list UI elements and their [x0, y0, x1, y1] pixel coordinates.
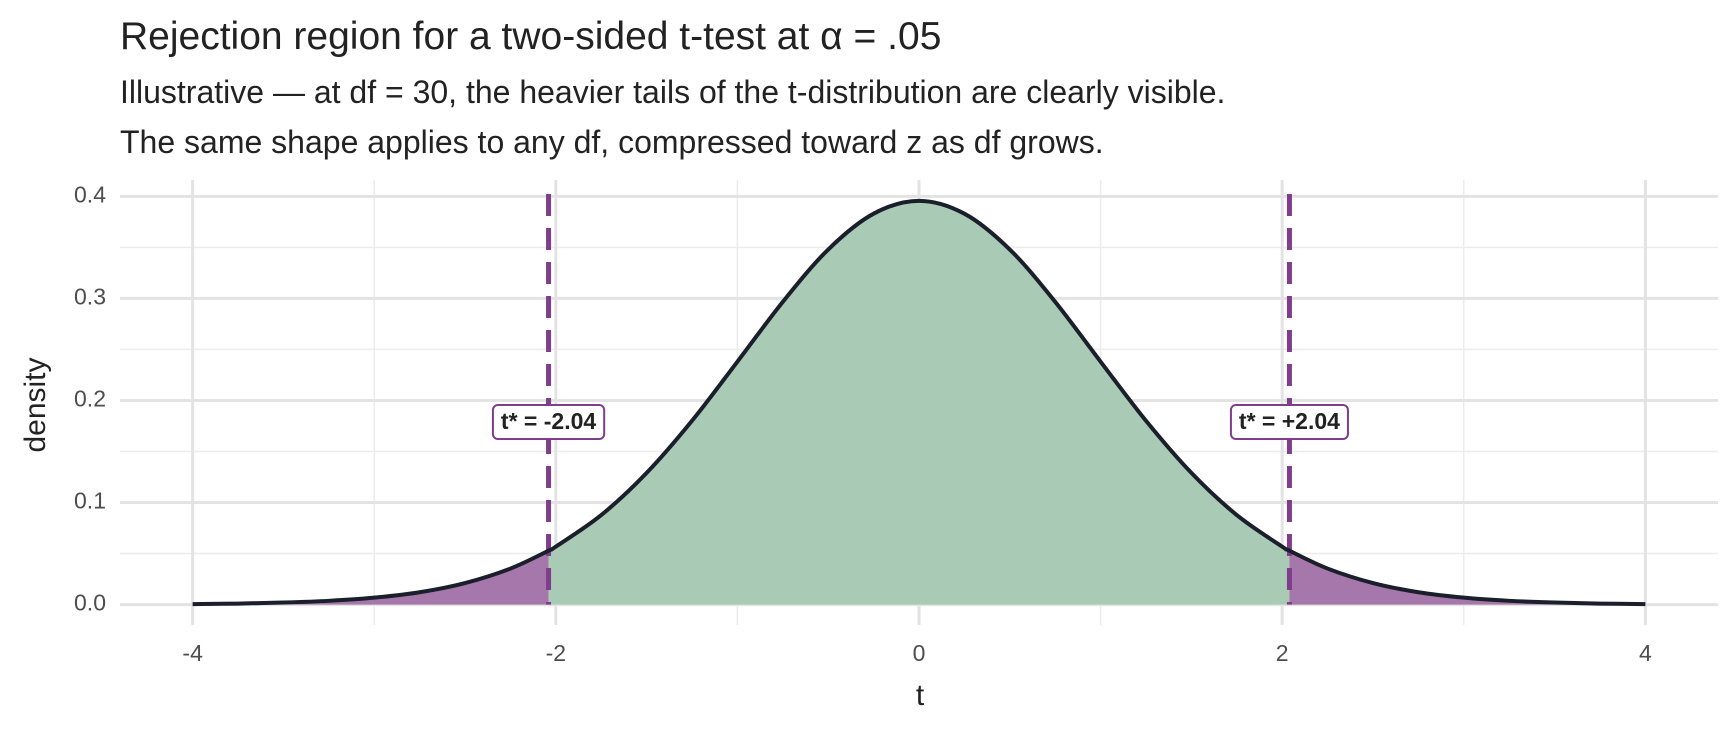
critical-label: t* = -2.04 — [491, 404, 606, 440]
x-tick-label: 4 — [1639, 640, 1652, 666]
rejection-area — [1289, 550, 1646, 605]
critical-label: t* = +2.04 — [1229, 404, 1349, 440]
x-tick-label: -4 — [182, 640, 203, 666]
critical-label-text: t* = -2.04 — [501, 408, 596, 434]
y-tick-label: 0.2 — [74, 386, 106, 412]
acceptance-area — [548, 200, 1290, 605]
label-box — [1229, 404, 1349, 440]
y-tick-label: 0.4 — [74, 181, 106, 207]
rejection-area — [192, 550, 549, 605]
chart-subtitle: Illustrative — at df = 30, the heavier t… — [120, 74, 1225, 110]
y-axis-title: density — [19, 357, 52, 452]
y-tick-label: 0.1 — [74, 488, 106, 514]
y-tick-label: 0.0 — [74, 590, 106, 616]
label-box — [491, 404, 606, 440]
density-curve — [192, 198, 1646, 607]
x-tick-label: -2 — [546, 640, 566, 666]
y-tick-label: 0.3 — [74, 283, 106, 309]
critical-label-text: t* = +2.04 — [1239, 408, 1340, 434]
x-axis-title: t — [916, 679, 925, 712]
x-tick-label: 2 — [1276, 640, 1289, 666]
chart-title: Rejection region for a two-sided t-test … — [120, 15, 941, 58]
x-tick-label: 0 — [913, 640, 926, 666]
chart-subtitle: The same shape applies to any df, compre… — [120, 124, 1104, 160]
